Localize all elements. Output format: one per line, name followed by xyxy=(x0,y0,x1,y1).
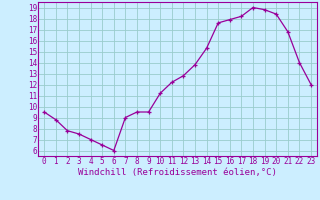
X-axis label: Windchill (Refroidissement éolien,°C): Windchill (Refroidissement éolien,°C) xyxy=(78,168,277,177)
